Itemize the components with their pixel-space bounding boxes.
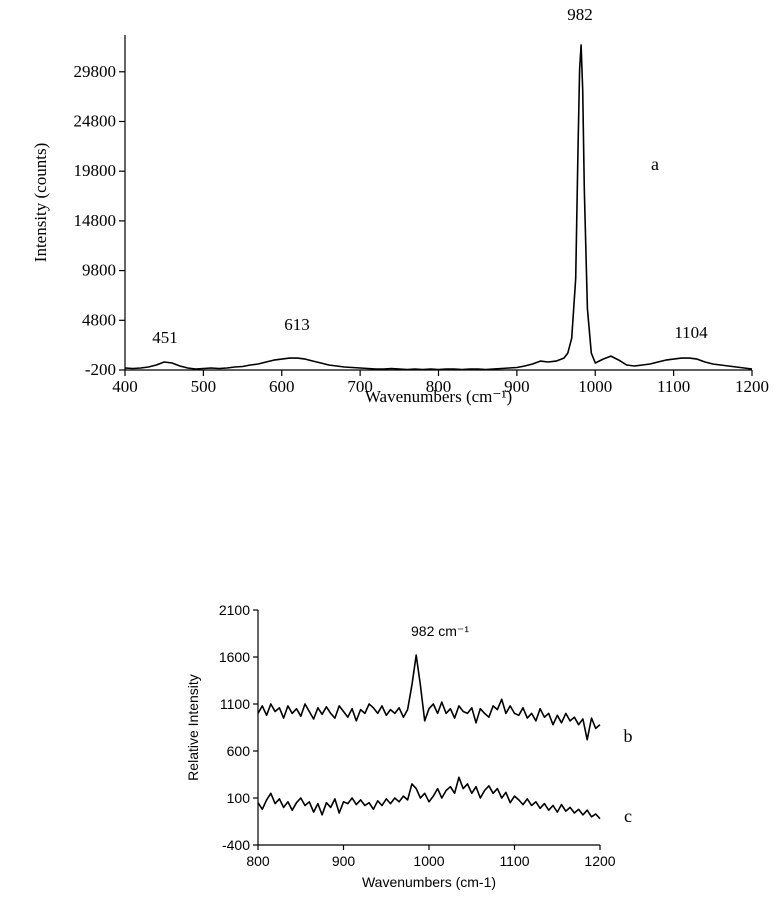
x-tick-label: 800 xyxy=(246,853,270,869)
x-tick-label: 900 xyxy=(332,853,356,869)
series-label: a xyxy=(651,154,659,174)
x-tick-label: 1100 xyxy=(657,377,690,396)
x-tick-label: 500 xyxy=(191,377,217,396)
y-tick-label: 19800 xyxy=(74,161,117,180)
x-tick-label: 1100 xyxy=(499,853,529,869)
x-tick-label: 400 xyxy=(112,377,138,396)
x-tick-label: 1000 xyxy=(578,377,612,396)
y-tick-label: 1600 xyxy=(219,649,250,665)
annotation: 982 cm⁻¹ xyxy=(411,623,469,639)
y-tick-label: 29800 xyxy=(74,62,117,81)
spectrum-line xyxy=(124,44,753,371)
y-tick-label: -400 xyxy=(222,837,250,853)
y-axis-label: Relative Intensity xyxy=(185,674,201,781)
x-tick-label: 900 xyxy=(504,377,530,396)
x-axis-label: Wavenumbers (cm-1) xyxy=(362,874,496,890)
x-tick-label: 800 xyxy=(426,377,452,396)
y-tick-label: 9800 xyxy=(82,261,116,280)
x-tick-label: 1200 xyxy=(584,853,615,869)
y-tick-label: -200 xyxy=(85,360,116,379)
x-tick-label: 1000 xyxy=(413,853,444,869)
x-tick-label: 600 xyxy=(269,377,295,396)
y-tick-label: 24800 xyxy=(74,111,117,130)
y-tick-label: 4800 xyxy=(82,310,116,329)
y-tick-label: 2100 xyxy=(219,602,250,618)
series-label: c xyxy=(624,806,632,826)
chart: -200 4800 9800 14800 19800 24800 29800 400 500 60… xyxy=(31,5,769,406)
spectrum-line xyxy=(257,654,601,741)
annotation: 451 xyxy=(152,328,178,347)
y-tick-label: 1100 xyxy=(220,696,250,712)
series-label: b xyxy=(624,726,633,746)
x-tick-label: 700 xyxy=(347,377,373,396)
annotation: 1104 xyxy=(674,323,708,342)
spectrum-line xyxy=(257,776,601,820)
y-tick-label: 600 xyxy=(227,743,251,759)
y-tick-label: 100 xyxy=(227,790,251,806)
y-tick-label: 14800 xyxy=(74,211,117,230)
chart: -400 100 600 1100 1600 2100 800 900 1000 1100 1200… xyxy=(185,602,633,890)
annotation: 613 xyxy=(284,315,310,334)
x-axis-label: Wavenumbers (cm⁻¹) xyxy=(365,387,512,406)
annotation: 982 xyxy=(567,5,593,24)
x-tick-label: 1200 xyxy=(735,377,769,396)
y-axis-label: Intensity (counts) xyxy=(31,143,50,262)
